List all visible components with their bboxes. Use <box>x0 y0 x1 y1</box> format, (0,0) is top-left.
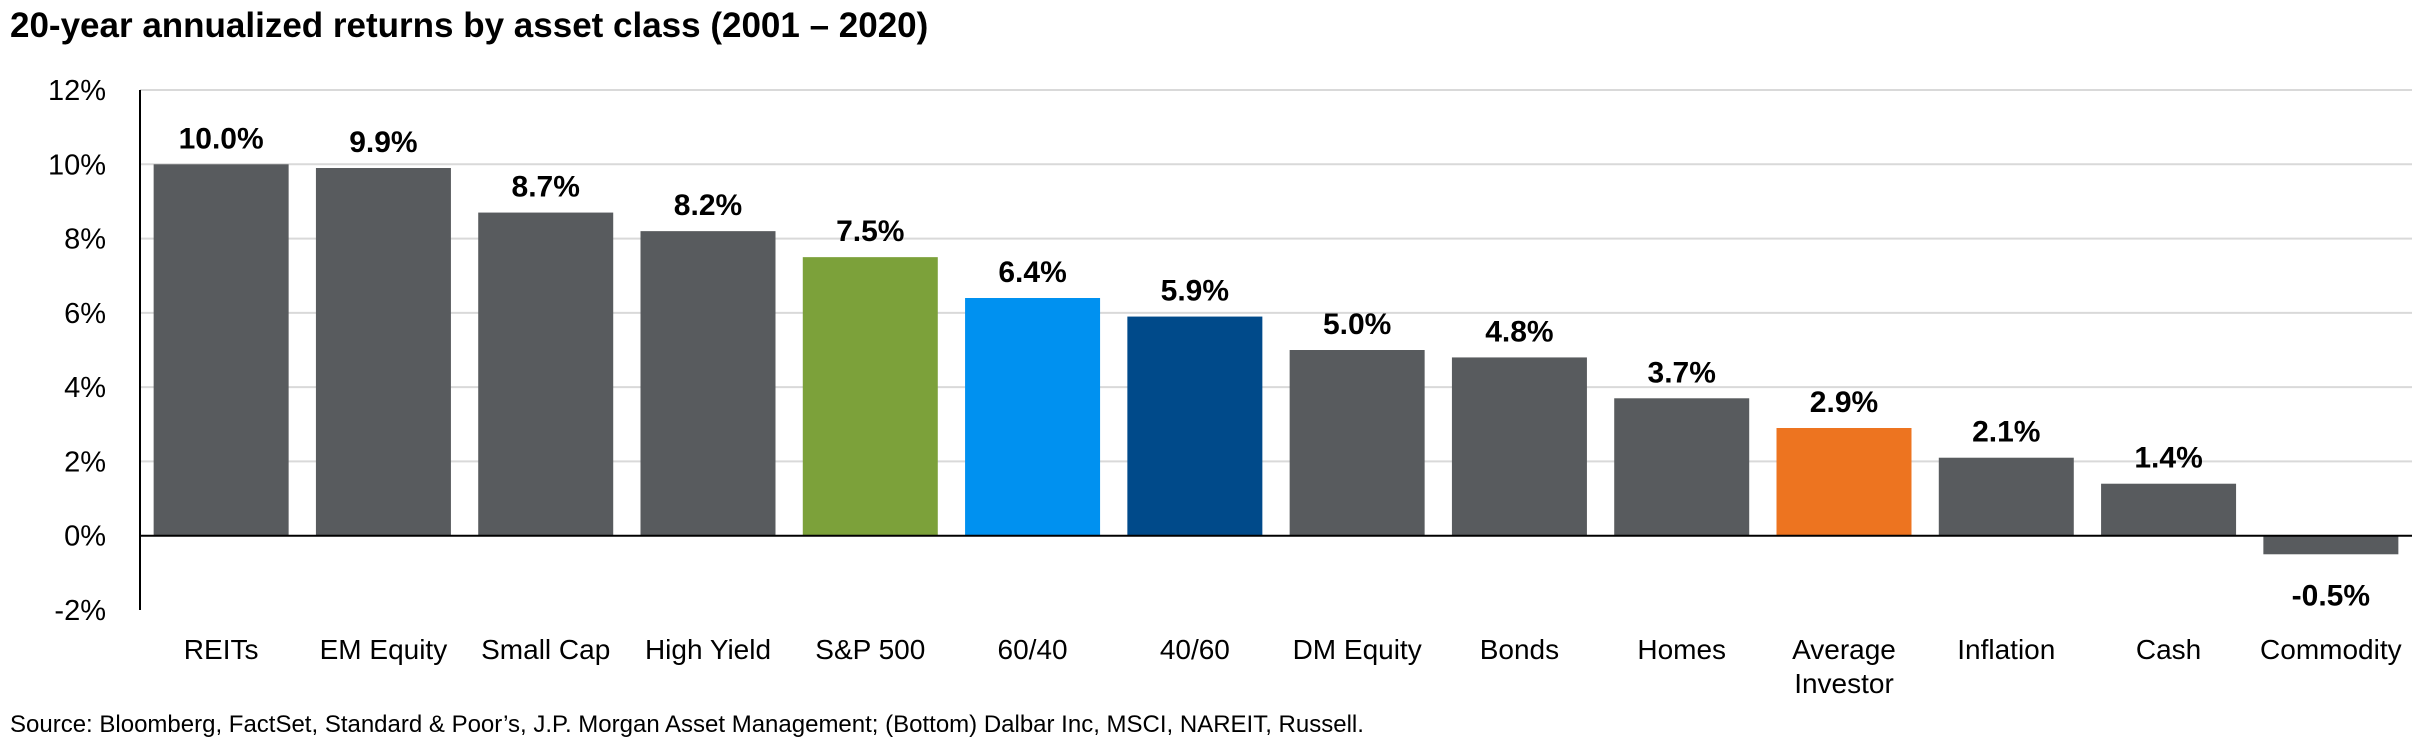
x-tick-label: Cash <box>2136 634 2201 665</box>
bar <box>478 212 614 536</box>
x-tick-label: Bonds <box>1480 634 1559 665</box>
data-label: 10.0% <box>179 122 264 155</box>
chart-title: 20-year annualized returns by asset clas… <box>10 6 929 45</box>
x-tick-label: EM Equity <box>320 634 448 665</box>
y-tick-label: 8% <box>64 224 106 256</box>
bar <box>1289 350 1425 536</box>
x-tick-label: Commodity <box>2260 634 2402 665</box>
x-tick-label: Inflation <box>1957 634 2055 665</box>
data-label: 9.9% <box>349 126 417 159</box>
y-tick-label: 10% <box>48 149 106 181</box>
y-tick-label: -2% <box>54 595 106 627</box>
bar <box>965 298 1101 536</box>
y-tick-label: 12% <box>48 75 106 107</box>
data-label: 6.4% <box>998 256 1066 289</box>
x-tick-label: High Yield <box>645 634 771 665</box>
bar <box>1776 428 1912 536</box>
data-label: 5.9% <box>1161 275 1229 308</box>
bar <box>640 231 776 536</box>
labels: 12% 10% 8% 6% 4% 2% 0% -2% 10.0% REITs 9.9% EM Equi… <box>48 75 2402 699</box>
x-tick-label: 60/40 <box>998 634 1068 665</box>
data-label: 4.8% <box>1485 315 1553 348</box>
data-label: -0.5% <box>2292 580 2370 613</box>
data-label: 2.9% <box>1810 386 1878 419</box>
bars <box>153 164 2399 555</box>
bar <box>153 164 289 536</box>
x-tick-label: Average <box>1792 634 1896 665</box>
y-tick-label: 2% <box>64 446 106 478</box>
x-tick-label: REITs <box>184 634 259 665</box>
data-label: 8.7% <box>512 171 580 204</box>
x-tick-label: Small Cap <box>481 634 610 665</box>
data-label: 3.7% <box>1648 356 1716 389</box>
x-tick-label: 40/60 <box>1160 634 1230 665</box>
data-label: 1.4% <box>2134 442 2202 475</box>
bar <box>1614 398 1750 536</box>
x-tick-label: S&P 500 <box>815 634 925 665</box>
source-note: Source: Bloomberg, FactSet, Standard & P… <box>10 711 1364 738</box>
y-tick-label: 6% <box>64 298 106 330</box>
x-tick-label: Homes <box>1637 634 1726 665</box>
bar <box>315 168 451 536</box>
bar <box>1451 357 1587 536</box>
x-tick-label: DM Equity <box>1293 634 1422 665</box>
bar <box>1127 316 1263 536</box>
data-label: 8.2% <box>674 189 742 222</box>
data-label: 5.0% <box>1323 308 1391 341</box>
axes <box>139 90 2412 610</box>
y-tick-label: 4% <box>64 372 106 404</box>
y-tick-label: 0% <box>64 521 106 553</box>
bar <box>1938 457 2074 536</box>
x-tick-label: Investor <box>1794 668 1894 699</box>
data-label: 7.5% <box>836 215 904 248</box>
bar <box>802 257 938 536</box>
bar <box>2101 483 2237 536</box>
bar <box>2263 535 2399 555</box>
data-label: 2.1% <box>1972 416 2040 449</box>
